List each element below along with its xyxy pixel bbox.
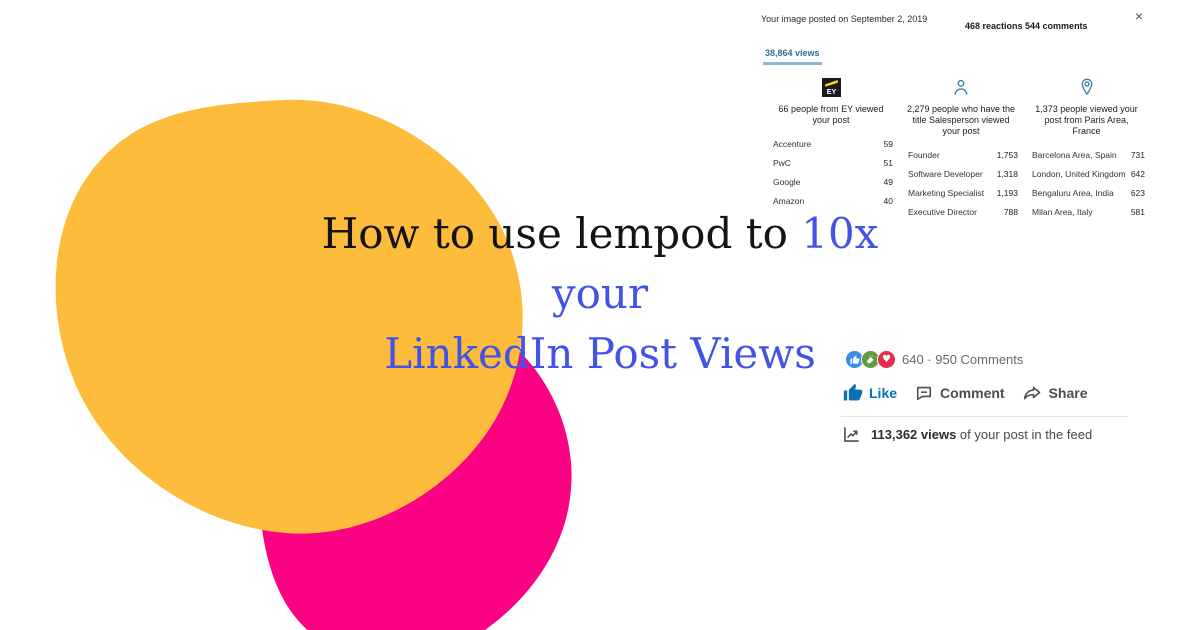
stat-label: Milan Area, Italy	[1032, 206, 1093, 217]
stat-label: Executive Director	[908, 206, 977, 217]
like-button[interactable]: Like	[843, 383, 897, 403]
column-heading: 66 people from EY viewed your post	[778, 104, 884, 125]
views-count: 113,362 views	[871, 427, 957, 442]
stat-rows: Founder 1,753 Software Developer 1,318 Mar…	[900, 145, 1022, 221]
share-icon	[1023, 386, 1040, 400]
stat-value: 623	[1130, 187, 1145, 198]
analytics-panel-header: Your image posted on September 2, 2019 4…	[753, 8, 1153, 42]
heart-glyph: ♥	[882, 353, 891, 365]
stat-row: London, United Kingdom 642	[1024, 164, 1149, 183]
divider	[841, 416, 1128, 417]
title-line-1-blue: 10x	[801, 209, 879, 258]
stat-row: Google 49	[765, 172, 897, 191]
analytics-columns: EY 66 people from EY viewed your post Ac…	[765, 75, 1149, 221]
stat-value: 581	[1130, 206, 1145, 217]
stat-value: 1,193	[996, 187, 1018, 198]
stat-value: 788	[1003, 206, 1018, 217]
column-heading: 1,373 people viewed your post from Paris…	[1035, 104, 1138, 136]
reactions-row: ♥ 640 · 950 Comments	[845, 350, 1023, 369]
stat-row: Accenture 59	[765, 134, 897, 153]
views-tab[interactable]: 38,864 views	[763, 48, 822, 65]
title-line-2: your	[551, 269, 649, 318]
stat-label: London, United Kingdom	[1032, 168, 1126, 179]
cover-title: How to use lempod to 10x your LinkedIn P…	[100, 204, 1100, 384]
stat-rows: Accenture 59 PwC 51 Google 49 Amazon 40	[765, 134, 897, 210]
analytics-column-location: 1,373 people viewed your post from Paris…	[1024, 75, 1149, 221]
thumbs-up-icon	[843, 383, 863, 400]
stat-row: Barcelona Area, Spain 731	[1024, 145, 1149, 164]
share-button[interactable]: Share	[1022, 382, 1088, 403]
stat-rows: Barcelona Area, Spain 731 London, United …	[1024, 145, 1149, 221]
stat-row: Amazon 40	[765, 191, 897, 210]
share-label: Share	[1048, 384, 1088, 401]
job-title-icon	[900, 75, 1022, 99]
stat-label: Accenture	[773, 138, 812, 149]
stat-label: Marketing Specialist	[908, 187, 985, 198]
close-icon[interactable]: ×	[1134, 8, 1143, 24]
stat-value: 49	[883, 176, 893, 187]
stat-row: Marketing Specialist 1,193	[900, 183, 1022, 202]
stat-value: 40	[883, 195, 893, 206]
stat-value: 1,753	[996, 149, 1018, 160]
like-label: Like	[869, 384, 898, 401]
column-heading: 2,279 people who have the title Salesper…	[906, 104, 1016, 136]
analytics-chart-icon	[844, 427, 859, 442]
stat-row: Bengaluru Area, India 623	[1024, 183, 1149, 202]
comment-button[interactable]: Comment	[914, 383, 1005, 403]
stat-row: Executive Director 788	[900, 202, 1022, 221]
ey-logo-icon: EY	[765, 75, 897, 99]
stat-row: PwC 51	[765, 153, 897, 172]
comment-label: Comment	[940, 384, 1005, 401]
title-line-1: How to use lempod to 10x	[100, 204, 1100, 264]
analytics-column-company: EY 66 people from EY viewed your post Ac…	[765, 75, 897, 221]
comment-icon	[916, 386, 932, 400]
stat-label: Amazon	[773, 195, 805, 206]
post-views-row[interactable]: 113,362 views of your post in the feed	[841, 424, 1092, 445]
location-pin-icon	[1024, 75, 1149, 99]
views-text: 113,362 views of your post in the feed	[871, 427, 1092, 442]
stat-value: 59	[883, 138, 893, 149]
reactions-summary-text: 468 reactions 544 comments	[965, 21, 1088, 31]
analytics-panel: Your image posted on September 2, 2019 4…	[753, 8, 1153, 221]
stat-label: Software Developer	[908, 168, 983, 179]
title-line-1-black: How to use lempod to	[321, 209, 802, 258]
stat-row: Milan Area, Italy 581	[1024, 202, 1149, 221]
stat-label: Barcelona Area, Spain	[1032, 149, 1117, 160]
stat-value: 731	[1130, 149, 1145, 160]
stat-label: Google	[773, 176, 801, 187]
love-reaction-icon[interactable]: ♥	[877, 350, 896, 369]
stat-row: Founder 1,753	[900, 145, 1022, 164]
title-line-3: LinkedIn Post Views	[384, 329, 816, 378]
post-actions-row: Like Comment Share	[843, 382, 1088, 403]
stat-value: 51	[883, 157, 893, 168]
stat-label: PwC	[773, 157, 791, 168]
stat-label: Founder	[908, 149, 940, 160]
orange-blob	[55, 99, 523, 534]
stat-value: 1,318	[996, 168, 1018, 179]
stat-row: Software Developer 1,318	[900, 164, 1022, 183]
reaction-counts-text[interactable]: 640 · 950 Comments	[902, 352, 1024, 367]
stat-value: 642	[1130, 168, 1145, 179]
posted-date-text: Your image posted on September 2, 2019	[761, 14, 928, 24]
svg-text:EY: EY	[826, 87, 836, 95]
views-suffix: of your post in the feed	[956, 427, 1093, 442]
analytics-column-job-title: 2,279 people who have the title Salesper…	[900, 75, 1022, 221]
stat-label: Bengaluru Area, India	[1032, 187, 1114, 198]
